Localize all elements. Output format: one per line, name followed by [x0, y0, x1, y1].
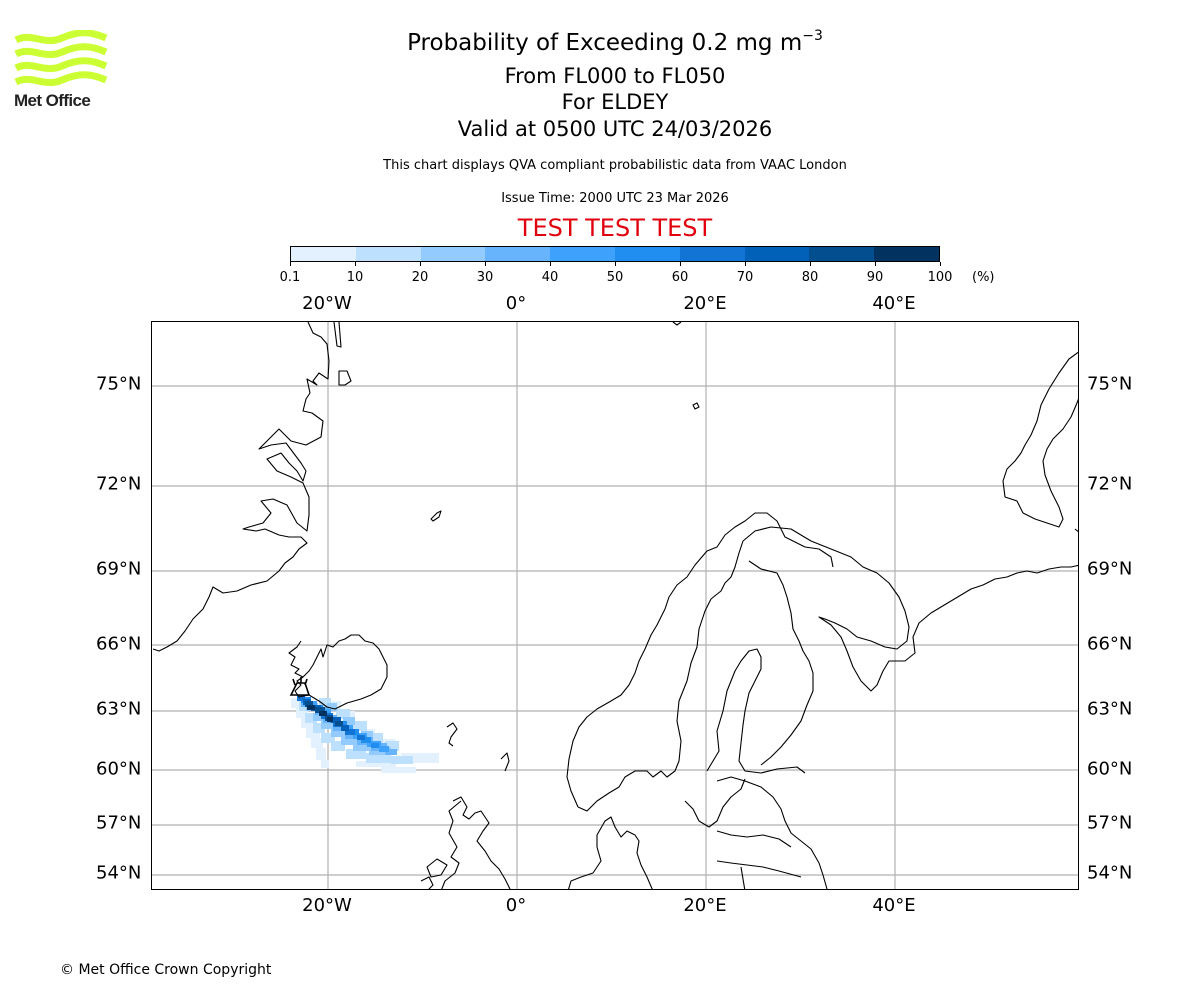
uk-coast	[452, 796, 511, 889]
colorbar-tick-label: 30	[476, 270, 494, 285]
lat-label-right: 66°N	[1087, 633, 1133, 655]
colorbar-unit: (%)	[972, 270, 995, 285]
colorbar-tick	[744, 262, 746, 266]
scandinavia-coast	[568, 816, 653, 889]
colorbar-segment	[291, 247, 356, 261]
colorbar-tick-label: 100	[927, 270, 953, 285]
title-text: Probability of Exceeding 0.2 mg m	[407, 30, 803, 56]
colorbar-tick	[874, 262, 876, 266]
colorbar-segment	[355, 247, 421, 261]
colorbar-tick-label: 70	[736, 270, 754, 285]
lat-label-right: 63°N	[1087, 698, 1133, 720]
lat-label-left: 54°N	[96, 862, 142, 884]
colorbar-segment	[420, 247, 486, 261]
colorbar-tick	[419, 262, 421, 266]
chart-title: Probability of Exceeding 0.2 mg m−3	[0, 28, 1200, 56]
valid-time: Valid at 0500 UTC 24/03/2026	[457, 117, 773, 141]
lon-label-top: 0°	[505, 293, 527, 314]
colorbar-tick-label: 60	[671, 270, 689, 285]
colorbar-tick-label: 90	[866, 270, 884, 285]
colorbar-segment	[679, 247, 745, 261]
issue-time: Issue Time: 2000 UTC 23 Mar 2026	[501, 191, 729, 206]
colorbar-segment	[550, 247, 615, 261]
lon-label-bottom: 20°W	[302, 895, 352, 916]
colorbar-tick-label: 40	[541, 270, 559, 285]
lat-label-left: 63°N	[96, 698, 142, 720]
colorbar-tick	[354, 262, 356, 266]
lat-label-right: 69°N	[1087, 558, 1133, 580]
colorbar-tick-label: 0.1	[279, 270, 301, 285]
colorbar-segment	[744, 247, 810, 261]
lon-label-bottom: 20°E	[683, 895, 727, 916]
colorbar-tick-label: 50	[606, 270, 624, 285]
colorbar-tick	[809, 262, 811, 266]
colorbar-tick	[614, 262, 616, 266]
lat-label-right: 72°N	[1087, 473, 1133, 495]
graticule	[152, 322, 1078, 889]
flight-level-range: From FL000 to FL050	[504, 64, 726, 88]
lat-label-right: 54°N	[1087, 862, 1133, 884]
colorbar-segment	[614, 247, 680, 261]
met-office-waves-icon	[14, 29, 108, 87]
lat-label-right: 75°N	[1087, 373, 1133, 395]
lat-label-right: 60°N	[1087, 758, 1133, 780]
iceland-coast	[288, 634, 388, 710]
greenland-coast	[152, 322, 330, 652]
novaya-zemlya-coast	[1002, 351, 1078, 528]
colorbar-tick	[549, 262, 551, 266]
ash-probability-plume	[291, 695, 439, 773]
lat-label-left: 60°N	[96, 758, 142, 780]
colorbar-tick	[679, 262, 681, 266]
colorbar-segment	[485, 247, 551, 261]
logo-text: Met Office	[14, 91, 91, 110]
colorbar	[290, 246, 940, 262]
lon-label-top: 20°W	[302, 293, 352, 314]
chart-description: This chart displays QVA compliant probab…	[383, 158, 847, 173]
colorbar-tick-label: 80	[801, 270, 819, 285]
title-superscript: −3	[802, 28, 823, 44]
colorbar-segment	[874, 247, 939, 261]
copyright-notice: © Met Office Crown Copyright	[60, 962, 272, 978]
lat-label-left: 66°N	[96, 633, 142, 655]
lat-label-left: 69°N	[96, 558, 142, 580]
lon-label-bottom: 0°	[505, 895, 527, 916]
lon-label-bottom: 40°E	[872, 895, 916, 916]
colorbar-tick	[939, 262, 941, 266]
map-panel[interactable]	[151, 321, 1079, 890]
colorbar-segment	[809, 247, 875, 261]
colorbar-tick-label: 20	[411, 270, 429, 285]
lat-label-right: 57°N	[1087, 812, 1133, 834]
lat-label-left: 75°N	[96, 373, 142, 395]
lon-label-top: 20°E	[683, 293, 727, 314]
test-banner: TEST TEST TEST	[517, 214, 713, 242]
colorbar-tick-label: 10	[346, 270, 364, 285]
colorbar-tick	[289, 262, 291, 266]
lat-label-left: 57°N	[96, 812, 142, 834]
map-canvas	[152, 322, 1078, 889]
met-office-logo: Met Office	[14, 29, 110, 114]
volcano-marker-icon	[289, 677, 311, 696]
coastlines	[152, 322, 1078, 889]
volcano-name: For ELDEY	[561, 90, 669, 114]
lon-label-top: 40°E	[872, 293, 916, 314]
colorbar-tick	[484, 262, 486, 266]
lat-label-left: 72°N	[96, 473, 142, 495]
